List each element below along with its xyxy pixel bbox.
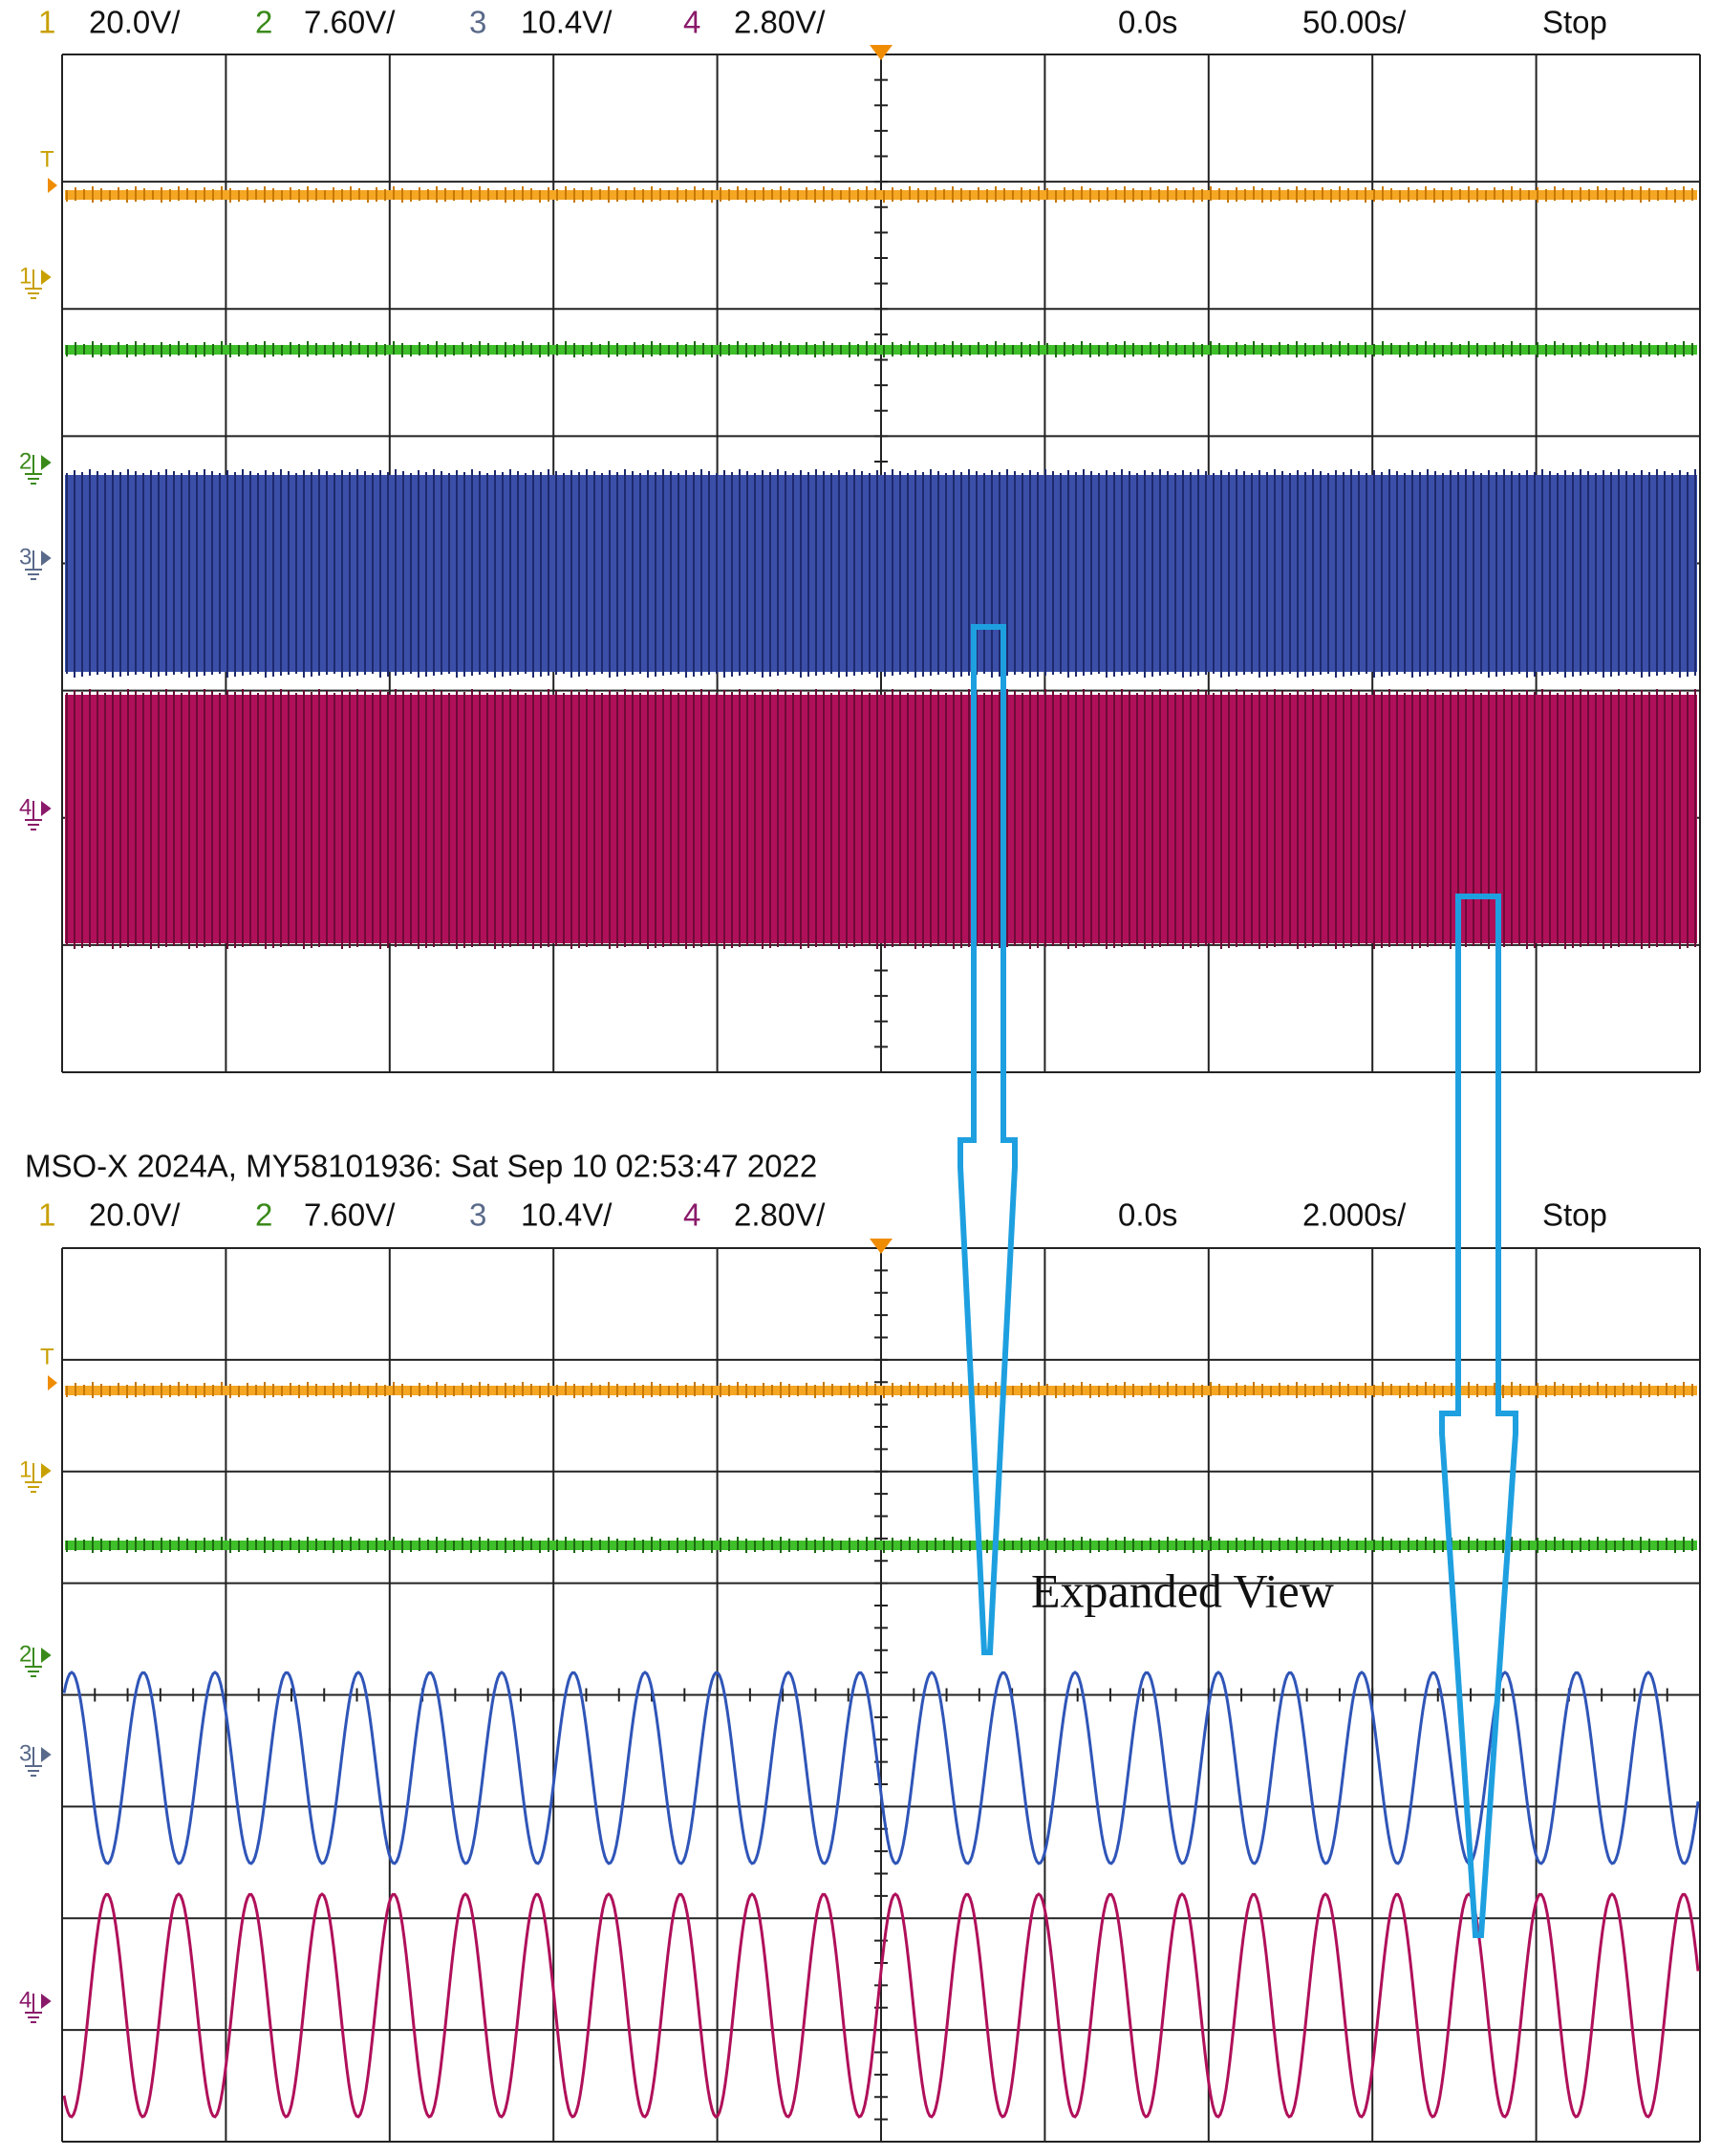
ground-symbol (25, 1648, 52, 1677)
ground-symbol (25, 1747, 52, 1777)
channel-marker: 1 (19, 263, 32, 289)
traces: 1 20.0V/2 7.60V/3 10.4V/4 2.80V/0.0s 50.00s/S… (19, 5, 1701, 2143)
trace (65, 695, 1697, 943)
trigger-marker (870, 45, 893, 60)
trace-noise (66, 186, 1693, 203)
channel-number: 1 (38, 5, 55, 40)
channel-marker: 4 (19, 794, 32, 820)
channel-number: 3 (469, 5, 486, 40)
channel-scale: 10.4V/ (521, 1197, 613, 1233)
trigger-level (48, 1375, 57, 1391)
ground-symbol (25, 550, 52, 580)
trace (65, 1386, 1697, 1395)
channel-marker: 3 (19, 544, 32, 570)
trigger-level (48, 178, 57, 193)
ground-symbol (25, 1463, 52, 1493)
delay: 0.0s (1118, 1197, 1177, 1233)
channel-marker: 4 (19, 1987, 32, 2013)
annotation: Expanded View (1031, 1563, 1334, 1617)
trigger-marker (870, 1239, 893, 1254)
trace (65, 475, 1697, 672)
timebase: 50.00s/ (1302, 5, 1407, 40)
trace-noise (66, 689, 1696, 949)
channel-marker: 3 (19, 1740, 32, 1766)
channel-marker: 1 (19, 1456, 32, 1482)
panel-title: MSO-X 2024A, MY58101936: Sat Sep 10 02:5… (25, 1149, 817, 1184)
channel-number: 2 (255, 5, 272, 40)
channel-marker: T (40, 1344, 54, 1369)
ground-symbol (25, 455, 52, 485)
trace (62, 1892, 1700, 2119)
channel-marker: T (40, 146, 54, 172)
ground-symbol (25, 270, 52, 299)
channel-scale: 20.0V/ (89, 5, 181, 40)
channel-scale: 20.0V/ (89, 1197, 181, 1233)
trace (65, 190, 1697, 200)
arrow (1439, 894, 1518, 1938)
channel-scale: 10.4V/ (521, 5, 613, 40)
trace-noise (66, 341, 1693, 357)
channel-number: 1 (38, 1197, 55, 1233)
channel-number: 4 (683, 1197, 700, 1233)
delay: 0.0s (1118, 5, 1177, 40)
trace (65, 345, 1697, 355)
channel-marker: 2 (19, 448, 32, 474)
channel-scale: 7.60V/ (304, 1197, 396, 1233)
ground-symbol (25, 1994, 52, 2023)
trace (65, 1541, 1697, 1550)
status: Stop (1542, 5, 1607, 40)
channel-scale: 7.60V/ (304, 5, 396, 40)
trace-noise (66, 469, 1696, 678)
trace (62, 1671, 1700, 1865)
channel-marker: 2 (19, 1641, 32, 1667)
channel-scale: 2.80V/ (734, 1197, 826, 1233)
arrow (957, 624, 1018, 1655)
channel-number: 2 (255, 1197, 272, 1233)
channel-number: 4 (683, 5, 700, 40)
timebase: 2.000s/ (1302, 1197, 1407, 1233)
ground-symbol (25, 801, 52, 830)
channel-number: 3 (469, 1197, 486, 1233)
trace-noise (66, 1537, 1693, 1553)
status: Stop (1542, 1197, 1607, 1233)
channel-scale: 2.80V/ (734, 5, 826, 40)
